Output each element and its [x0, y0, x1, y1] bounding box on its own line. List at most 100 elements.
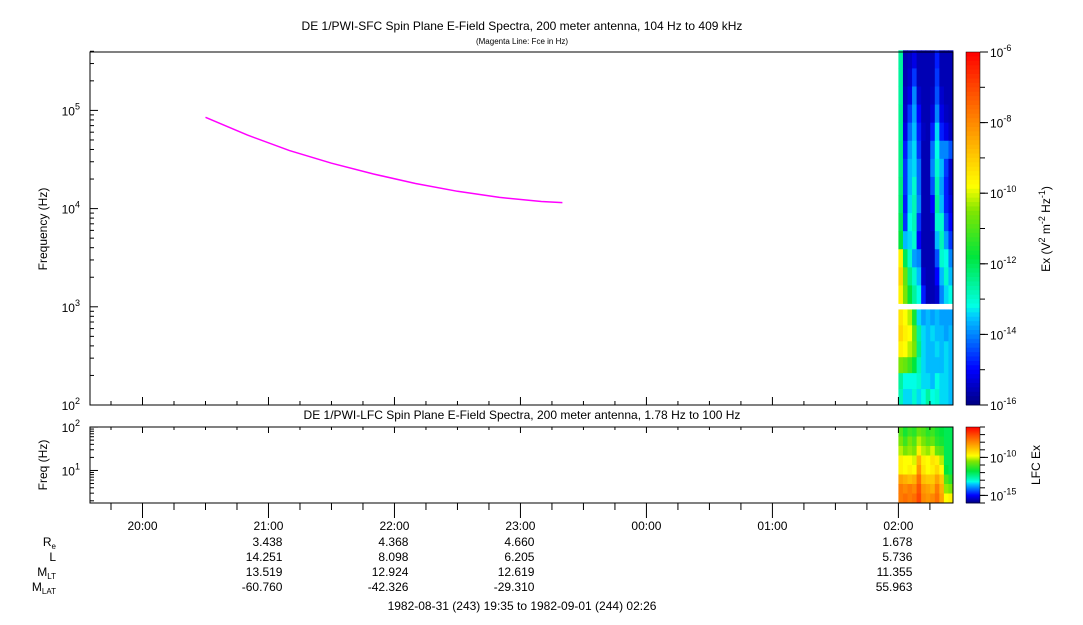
spectrogram-cell — [934, 325, 940, 342]
spectrogram-cell — [921, 446, 927, 456]
spectrogram-cell — [934, 446, 940, 456]
lfc-spectrogram — [898, 427, 954, 504]
spectrogram-cell — [898, 231, 904, 250]
colorbar-swatch — [966, 456, 980, 458]
spectrogram-cell — [948, 446, 954, 456]
spectrogram-cell — [943, 267, 949, 286]
spectrogram-cell — [939, 231, 945, 250]
spectrogram-cell — [948, 465, 954, 475]
spectrogram-cell — [916, 176, 922, 196]
spectrogram-cell — [948, 249, 954, 268]
spectrogram-cell — [921, 455, 927, 466]
spectrogram-cell — [912, 68, 917, 87]
spectrogram-cell — [943, 455, 949, 466]
x-tick-label: 02:00 — [883, 519, 913, 533]
colorbar-swatch — [966, 290, 980, 296]
spectrogram-cell — [902, 493, 908, 504]
ephemeris-row-label: Re — [43, 535, 57, 551]
sfc-y-axis: 102 103 104 105 — [62, 50, 98, 413]
spectrogram-cell — [943, 104, 949, 124]
spectrogram-cell — [943, 213, 949, 232]
spectrogram-cell — [907, 86, 913, 105]
spectrogram-cell — [902, 285, 908, 304]
spectrogram-cell — [921, 325, 927, 342]
colorbar-swatch — [966, 465, 980, 467]
colorbar-swatch — [966, 465, 980, 468]
spectrogram-cell — [943, 50, 949, 69]
colorbar-tick-label: 10-14 — [990, 325, 1016, 342]
lfc-colorbar-ticks: 10-10 10-15 — [980, 426, 1016, 504]
spectrogram-cell — [930, 484, 936, 494]
spectrogram-cell — [898, 446, 904, 456]
colorbar-swatch — [966, 448, 980, 451]
spectrogram-cell — [939, 493, 945, 504]
x-tick-label: 20:00 — [127, 519, 157, 533]
spectrogram-cell — [907, 474, 913, 485]
spectrogram-cell — [943, 341, 949, 358]
spectrogram-cell — [907, 373, 913, 390]
colorbar-swatch — [966, 497, 980, 499]
colorbar-swatch — [966, 447, 980, 450]
spectrogram-cell — [943, 357, 949, 374]
spectrogram-cell — [925, 493, 931, 504]
spectrogram-cell — [898, 158, 904, 178]
spectrogram-cell — [912, 427, 917, 437]
colorbar-swatch — [966, 471, 980, 473]
ephemeris-value: 14.251 — [246, 550, 283, 564]
colorbar-swatch — [966, 478, 980, 480]
colorbar-swatch — [966, 316, 980, 322]
spectrogram-cell — [902, 484, 908, 494]
colorbar-swatch — [966, 451, 980, 454]
spectrogram-cell — [939, 455, 945, 466]
spectrogram-cell — [943, 446, 949, 456]
spectrogram-cell — [934, 484, 940, 494]
spectrogram-cell — [912, 158, 917, 178]
spectrogram-cell — [948, 484, 954, 494]
colorbar-swatch — [966, 334, 980, 340]
spectrogram-cell — [948, 325, 954, 342]
spectrogram-cell — [907, 68, 913, 87]
colorbar-swatch — [966, 484, 980, 486]
colorbar-swatch — [966, 476, 980, 478]
spectrogram-cell — [921, 285, 927, 304]
colorbar-swatch — [966, 65, 980, 71]
spectrogram-cell — [948, 176, 954, 196]
spectrogram-cell — [921, 213, 927, 232]
spectrogram-cell — [930, 50, 936, 69]
spectrogram-cell — [948, 122, 954, 142]
colorbar-swatch — [966, 277, 980, 282]
colorbar-swatch — [966, 486, 980, 489]
ephemeris-value: 3.438 — [252, 535, 282, 549]
spectrogram-cell — [948, 213, 954, 232]
colorbar-swatch — [966, 462, 980, 464]
spectrogram-cell — [925, 50, 931, 69]
spectrogram-cell — [907, 357, 913, 374]
spectrogram-cell — [907, 389, 913, 406]
spectrogram-cell — [921, 493, 927, 504]
colorbar-swatch — [966, 254, 980, 260]
spectrogram-cell — [912, 285, 917, 304]
sfc-spectrogram — [898, 50, 954, 406]
x-tick-label: 00:00 — [631, 519, 661, 533]
spectrogram-cell — [939, 357, 945, 374]
spectrogram-cell — [934, 195, 940, 214]
spectrogram-cell — [898, 325, 904, 342]
spectrogram-cell — [912, 50, 917, 69]
spectrogram-cell — [898, 465, 904, 475]
spectrogram-cell — [925, 122, 931, 142]
spectrogram-cell — [916, 427, 922, 437]
colorbar-swatch — [966, 356, 980, 362]
spectrogram-cell — [939, 104, 945, 124]
colorbar-swatch — [966, 500, 980, 502]
colorbar-swatch — [966, 429, 980, 432]
spectrogram-cell — [902, 68, 908, 87]
spectrogram-cell — [925, 249, 931, 268]
colorbar-swatch — [966, 52, 980, 57]
spectrogram-cell — [902, 176, 908, 196]
spectrogram-cell — [934, 213, 940, 232]
spectrogram-cell — [916, 158, 922, 178]
lfc-plot-frame — [89, 426, 954, 504]
spectrogram-cell — [921, 436, 927, 447]
colorbar-swatch — [966, 443, 980, 445]
colorbar-swatch — [966, 188, 980, 194]
